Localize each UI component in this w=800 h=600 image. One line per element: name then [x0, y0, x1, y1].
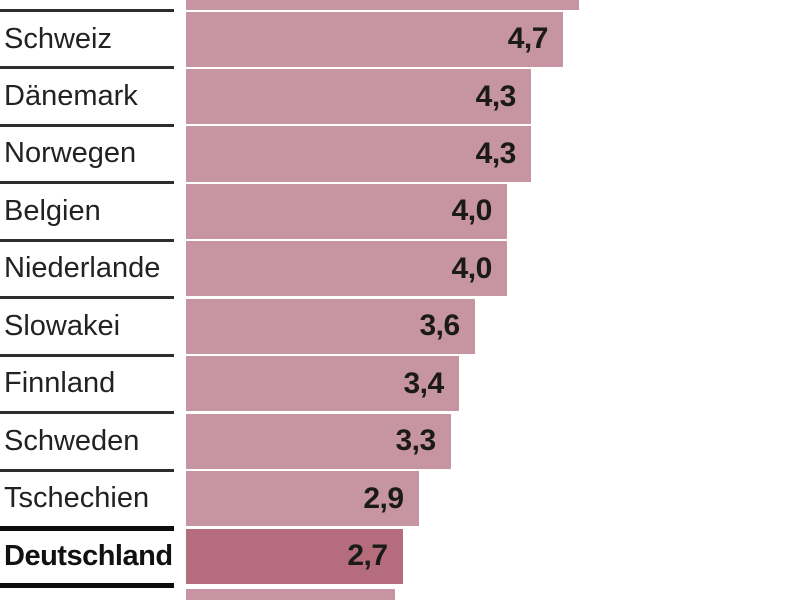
bar: 2,9: [186, 471, 419, 527]
bar: 4,7: [186, 11, 563, 67]
bar-value-label: 3,6: [419, 309, 461, 343]
label-separator: [0, 123, 174, 127]
label-separator: [0, 238, 174, 242]
label-separator: [0, 353, 174, 357]
bar: 4,3: [186, 126, 531, 182]
category-label: Tschechien: [4, 482, 150, 515]
label-separator: [0, 296, 174, 300]
bar-value-label: 2,7: [347, 539, 388, 573]
label-separator: [0, 468, 174, 472]
label-separator: [0, 9, 174, 12]
bar-value-label: 4,3: [475, 79, 517, 113]
category-label: Dänemark: [4, 80, 138, 113]
bar-highlighted: 2,7: [186, 528, 403, 584]
bar-value-label: 4,0: [451, 194, 493, 228]
label-separator-thick: [0, 583, 174, 588]
label-separator: [0, 411, 174, 415]
bar: 4,3: [186, 68, 531, 125]
category-label: Schweden: [4, 424, 140, 457]
category-label: Slowakei: [4, 309, 121, 342]
category-label: Schweiz: [4, 22, 112, 55]
bar: 3,6: [186, 298, 475, 354]
bar-cropped-bottom: [186, 588, 395, 600]
label-separator-thick: [0, 525, 174, 531]
bar: 3,4: [186, 356, 459, 412]
category-label: Belgien: [4, 194, 101, 227]
label-separator: [0, 66, 174, 70]
bar: 4,0: [186, 183, 507, 240]
bar-value-label: 4,7: [507, 22, 549, 56]
label-separator: [0, 181, 174, 185]
bar-value-label: 4,0: [451, 251, 493, 285]
bar-value-label: 2,9: [363, 481, 404, 515]
bar-value-label: 3,4: [403, 366, 444, 400]
category-label-highlighted: Deutschland: [4, 539, 173, 572]
bar: 4,0: [186, 241, 507, 297]
bar-cropped-top: [186, 0, 579, 10]
category-label: Norwegen: [4, 137, 137, 170]
bar-value-label: 4,3: [475, 136, 517, 170]
category-label: Finnland: [4, 367, 116, 400]
category-label: Niederlande: [4, 252, 161, 285]
bar: 3,3: [186, 413, 451, 469]
bar-value-label: 3,3: [395, 424, 436, 458]
